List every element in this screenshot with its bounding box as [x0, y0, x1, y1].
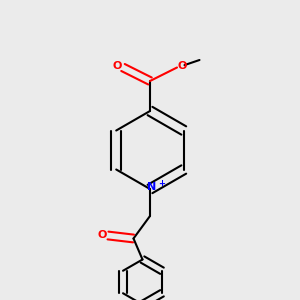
Text: +: + [158, 179, 165, 188]
Text: N: N [147, 182, 156, 193]
Text: O: O [178, 61, 187, 71]
Text: O: O [113, 61, 122, 71]
Text: O: O [98, 230, 107, 240]
